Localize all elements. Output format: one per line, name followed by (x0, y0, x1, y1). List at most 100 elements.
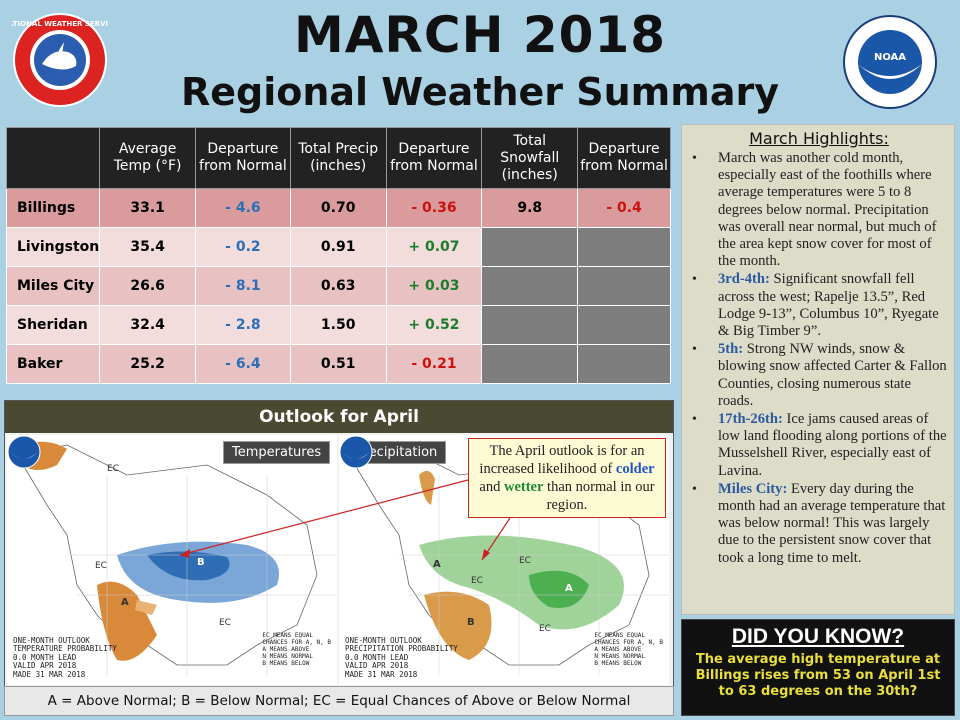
city-name: Livingston (5, 227, 101, 267)
temperatures-label: Temperatures (223, 441, 331, 464)
temp-departure: - 2.8 (194, 305, 291, 345)
list-item: Miles City: Every day during the month h… (690, 481, 948, 567)
highlight-label: 3rd-4th: (718, 271, 770, 288)
highlights-list: March was another cold month, especially… (690, 150, 948, 567)
temperature-outlook-map: EC EC EC A B Temperatures ONE-MONTH OUTL… (7, 435, 337, 685)
svg-text:EC: EC (519, 556, 531, 566)
city-name: Baker (5, 344, 101, 384)
table-header-row: Average Temp (°F) Departure from Normal … (5, 127, 671, 189)
highlight-label: Miles City: (718, 480, 788, 497)
total-precip: 0.51 (289, 344, 387, 384)
svg-text:NATIONAL WEATHER SERVICE: NATIONAL WEATHER SERVICE (12, 20, 108, 28)
city-name: Billings (5, 188, 101, 228)
nws-logo: NATIONAL WEATHER SERVICE (2, 12, 118, 108)
temp-departure: - 0.2 (194, 227, 291, 267)
svg-text:EC: EC (471, 576, 483, 586)
svg-text:B: B (467, 617, 475, 628)
did-you-know-text: The average high temperature at Billings… (695, 652, 941, 699)
total-snowfall (481, 344, 579, 384)
march-highlights-panel: March Highlights: March was another cold… (681, 124, 955, 615)
noaa-mini-logo (339, 435, 373, 469)
highlight-text: Every day during the month had an averag… (718, 480, 946, 566)
city-name: Sheridan (5, 305, 101, 345)
total-snowfall (481, 227, 579, 267)
callout-wetter: wetter (503, 479, 544, 495)
precip-departure: + 0.03 (385, 266, 483, 306)
page-title: MARCH 2018 (293, 6, 667, 64)
city-name: Miles City (5, 266, 101, 306)
avg-temp: 35.4 (99, 227, 196, 267)
table-row: Livingston 35.4 - 0.2 0.91 + 0.07 (5, 227, 671, 267)
temperature-map-note: EC MEANS EQUAL CHANCES FOR A, N, B A MEA… (262, 632, 331, 667)
callout-text-pre: The April outlook is for an increased li… (479, 443, 645, 477)
total-precip: 0.70 (289, 188, 387, 228)
avg-temp: 32.4 (99, 305, 196, 345)
callout-text-post: than normal in our region. (546, 479, 655, 513)
temperature-map-caption: ONE-MONTH OUTLOOK TEMPERATURE PROBABILIT… (13, 635, 117, 679)
svg-text:EC: EC (539, 624, 551, 634)
outlook-callout: The April outlook is for an increased li… (468, 438, 666, 518)
svg-text:A: A (565, 583, 573, 594)
outlook-legend: A = Above Normal; B = Below Normal; EC =… (4, 686, 674, 716)
page-subtitle: Regional Weather Summary (180, 70, 780, 114)
noaa-mini-logo (7, 435, 41, 469)
list-item: 5th: Strong NW winds, snow & blowing sno… (690, 341, 948, 410)
table-header-total-snowfall: Total Snowfall (inches) (481, 127, 579, 189)
callout-and: and (479, 479, 501, 495)
svg-text:A: A (433, 559, 441, 570)
callout-colder: colder (615, 461, 655, 477)
total-snowfall: 9.8 (481, 188, 579, 228)
temp-departure: - 6.4 (194, 344, 291, 384)
precip-departure: - 0.21 (385, 344, 483, 384)
outlook-title: Outlook for April (5, 401, 673, 433)
total-snowfall (481, 305, 579, 345)
table-row: Billings 33.1 - 4.6 0.70 - 0.36 9.8 - 0.… (5, 188, 671, 228)
svg-text:EC: EC (95, 561, 107, 571)
svg-text:A: A (121, 597, 129, 608)
noaa-logo: NOAA (842, 14, 938, 110)
snow-departure (577, 266, 671, 306)
snow-departure: - 0.4 (577, 188, 671, 228)
table-header-temp-departure: Departure from Normal (194, 127, 291, 189)
precip-departure: - 0.36 (385, 188, 483, 228)
precipitation-label: Precipitation (347, 441, 447, 464)
precip-departure: + 0.52 (385, 305, 483, 345)
svg-text:B: B (197, 557, 205, 568)
highlight-label: 17th-26th: (718, 411, 783, 428)
total-precip: 0.63 (289, 266, 387, 306)
temp-departure: - 4.6 (194, 188, 291, 228)
highlight-text: Significant snowfall fell across the wes… (718, 271, 939, 340)
highlight-text: Ice jams caused areas of low land floodi… (718, 411, 947, 479)
svg-text:EC: EC (219, 618, 231, 628)
did-you-know-title: DID YOU KNOW? (731, 625, 905, 648)
table-header-avg-temp: Average Temp (°F) (99, 127, 196, 189)
total-precip: 1.50 (289, 305, 387, 345)
snow-departure (577, 305, 671, 345)
svg-text:NOAA: NOAA (874, 52, 906, 63)
weather-table: Average Temp (°F) Departure from Normal … (5, 127, 671, 384)
table-row: Baker 25.2 - 6.4 0.51 - 0.21 (5, 344, 671, 384)
avg-temp: 33.1 (99, 188, 196, 228)
table-header-snow-departure: Departure from Normal (577, 127, 671, 189)
highlight-text: March was another cold month, especially… (718, 150, 937, 270)
list-item: 17th-26th: Ice jams caused areas of low … (690, 411, 948, 480)
svg-text:EC: EC (107, 464, 119, 474)
precipitation-map-note: EC MEANS EQUAL CHANCES FOR A, N, B A MEA… (594, 632, 663, 667)
did-you-know-panel: DID YOU KNOW? The average high temperatu… (681, 619, 955, 716)
highlight-label: 5th: (718, 341, 744, 358)
table-header-total-precip: Total Precip (inches) (289, 127, 387, 189)
total-precip: 0.91 (289, 227, 387, 267)
highlights-title: March Highlights: (749, 129, 889, 148)
precip-departure: + 0.07 (385, 227, 483, 267)
table-header-city (5, 127, 101, 189)
total-snowfall (481, 266, 579, 306)
highlight-text: Strong NW winds, snow & blowing snow aff… (718, 341, 947, 409)
table-header-precip-departure: Departure from Normal (385, 127, 483, 189)
list-item: 3rd-4th: Significant snowfall fell acros… (690, 271, 948, 340)
table-row: Miles City 26.6 - 8.1 0.63 + 0.03 (5, 266, 671, 306)
avg-temp: 26.6 (99, 266, 196, 306)
snow-departure (577, 227, 671, 267)
list-item: March was another cold month, especially… (690, 150, 948, 270)
table-row: Sheridan 32.4 - 2.8 1.50 + 0.52 (5, 305, 671, 345)
precipitation-map-caption: ONE-MONTH OUTLOOK PRECIPITATION PROBABIL… (345, 635, 458, 679)
